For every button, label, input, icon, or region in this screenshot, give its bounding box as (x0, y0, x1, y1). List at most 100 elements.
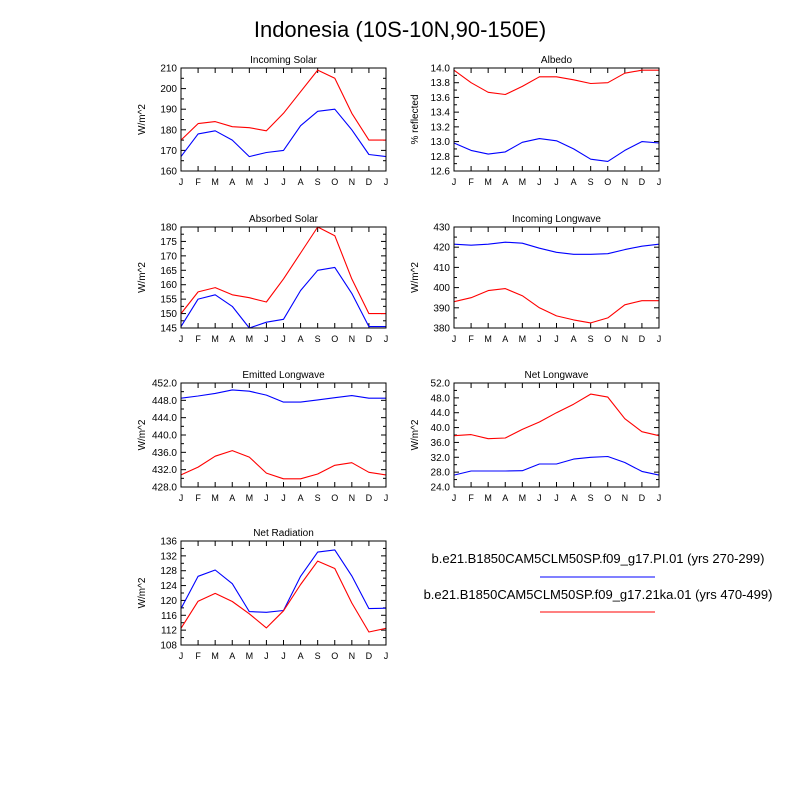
x-tick-label: N (349, 334, 356, 344)
panel-2: Albedo % reflected 12.6 12.8 13.0 13.2 13.4 13.… (410, 55, 661, 187)
x-tick-label: F (195, 493, 201, 503)
x-tick-label: M (211, 651, 219, 661)
x-tick-label: A (298, 651, 304, 661)
panel-title: Emitted Longwave (242, 370, 325, 381)
y-tick-label: 40.0 (431, 423, 451, 434)
x-tick-label: J (554, 334, 559, 344)
y-tick-label: 13.6 (431, 93, 451, 104)
y-tick-label: 175 (160, 237, 177, 248)
figure-title: Indonesia (10S-10N,90-150E) (254, 17, 546, 42)
series-line-pi (180, 389, 386, 403)
x-tick-label: D (366, 651, 373, 661)
x-tick-label: J (657, 493, 662, 503)
x-tick-label: J (452, 177, 457, 187)
x-tick-label: D (639, 334, 646, 344)
y-tick-label: 200 (160, 84, 177, 95)
x-tick-label: M (519, 334, 527, 344)
y-tick-label: 380 (433, 324, 450, 335)
x-tick-label: J (281, 493, 286, 503)
x-tick-label: M (246, 493, 254, 503)
x-tick-label: A (229, 334, 235, 344)
panel-7: Net Radiation W/m^2 108 112 116 120 124 128 132 1… (137, 528, 388, 661)
y-tick-label: 420 (433, 243, 450, 254)
x-tick-label: O (604, 334, 611, 344)
plot-frame (180, 67, 387, 172)
plot-frame (453, 67, 660, 172)
y-tick-label: 124 (160, 581, 177, 592)
x-tick-label: J (281, 334, 286, 344)
series-line-21ka (453, 393, 660, 440)
panel-title: Net Radiation (253, 528, 314, 539)
legend-label: b.e21.B1850CAM5CLM50SP.f09_g17.21ka.01 (… (424, 587, 773, 602)
series-line-pi (453, 241, 660, 255)
x-tick-label: M (246, 651, 254, 661)
y-tick-label: 36.0 (431, 438, 451, 449)
y-tick-label: 52.0 (431, 379, 451, 390)
plot-frame (180, 226, 387, 329)
y-tick-label: 48.0 (431, 393, 451, 404)
y-tick-label: 24.0 (431, 483, 451, 494)
x-tick-label: N (349, 493, 356, 503)
x-tick-label: S (315, 651, 321, 661)
y-tick-label: 120 (160, 596, 177, 607)
x-tick-label: A (502, 177, 508, 187)
x-tick-label: J (384, 334, 389, 344)
y-tick-label: 12.8 (431, 152, 451, 163)
x-tick-label: F (195, 334, 201, 344)
series-line-pi (453, 455, 660, 476)
x-tick-label: D (639, 177, 646, 187)
x-tick-label: M (519, 493, 527, 503)
y-axis-label: W/m^2 (137, 577, 148, 608)
y-tick-label: 165 (160, 266, 177, 277)
series-line-21ka (453, 69, 659, 96)
panel-6: Net Longwave W/m^2 24.0 28.0 32.0 36.0 40.0 44.… (410, 370, 661, 503)
x-tick-label: J (554, 493, 559, 503)
y-tick-label: 170 (160, 251, 177, 262)
x-tick-label: J (281, 177, 286, 187)
x-tick-label: F (468, 334, 474, 344)
y-tick-label: 160 (160, 167, 177, 178)
y-tick-label: 428.0 (152, 483, 177, 494)
y-tick-label: 13.0 (431, 137, 451, 148)
x-tick-label: J (537, 334, 542, 344)
x-tick-label: O (331, 493, 338, 503)
y-tick-label: 14.0 (431, 64, 451, 75)
x-tick-label: J (179, 177, 184, 187)
x-tick-label: D (366, 334, 373, 344)
plot-frame (180, 382, 387, 488)
x-tick-label: A (571, 177, 577, 187)
x-tick-label: S (315, 177, 321, 187)
x-tick-label: J (281, 651, 286, 661)
x-tick-label: N (349, 651, 356, 661)
y-tick-label: 13.2 (431, 122, 451, 133)
y-tick-label: 108 (160, 641, 177, 652)
x-tick-label: J (179, 651, 184, 661)
x-tick-label: O (331, 177, 338, 187)
panel-3: Absorbed Solar W/m^2 145 150 155 160 165 170 175… (137, 214, 388, 344)
x-tick-label: J (657, 334, 662, 344)
x-tick-label: M (211, 493, 219, 503)
y-tick-label: 432.0 (152, 465, 177, 476)
x-tick-label: M (211, 334, 219, 344)
panel-title: Incoming Longwave (512, 214, 601, 225)
panel-title: Net Longwave (525, 370, 589, 381)
panel-title: Absorbed Solar (249, 214, 319, 225)
y-tick-label: 112 (161, 626, 177, 637)
legend-label: b.e21.B1850CAM5CLM50SP.f09_g17.PI.01 (yr… (432, 551, 765, 566)
y-tick-label: 13.8 (431, 78, 451, 89)
y-tick-label: 390 (433, 303, 450, 314)
y-tick-label: 190 (160, 105, 177, 116)
x-tick-label: M (519, 177, 527, 187)
x-tick-label: S (588, 493, 594, 503)
plot-frame (453, 226, 660, 329)
panel-title: Incoming Solar (250, 55, 317, 66)
y-axis-label: W/m^2 (137, 262, 148, 293)
x-tick-label: O (331, 651, 338, 661)
x-tick-label: J (537, 493, 542, 503)
y-tick-label: 440.0 (152, 431, 177, 442)
y-tick-label: 116 (161, 611, 177, 622)
x-tick-label: S (315, 334, 321, 344)
x-tick-label: A (229, 651, 235, 661)
y-tick-label: 13.4 (431, 108, 451, 119)
